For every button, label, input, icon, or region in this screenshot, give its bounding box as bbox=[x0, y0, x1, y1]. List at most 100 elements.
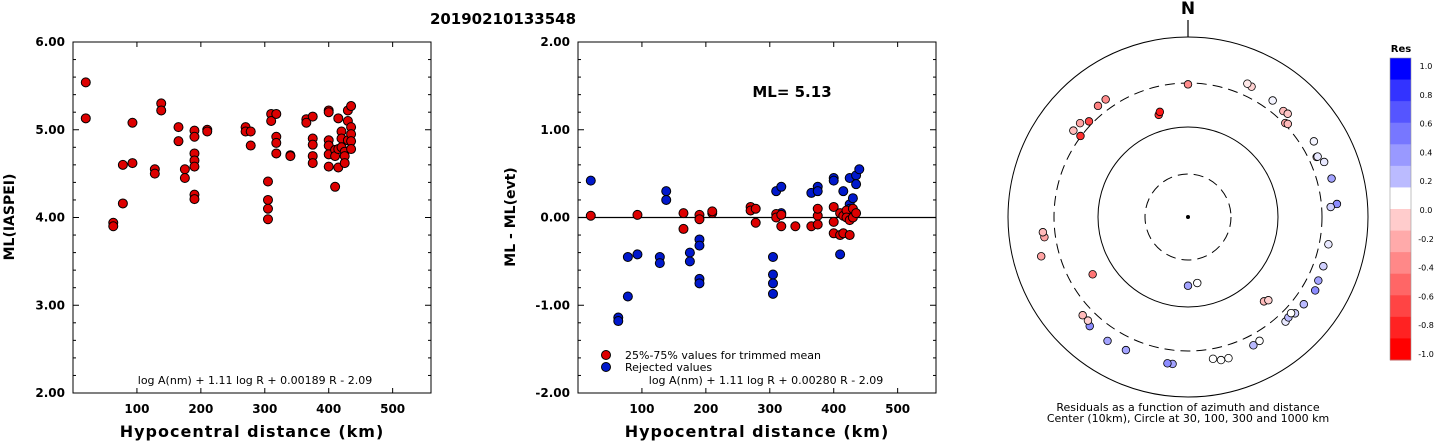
panel1-yticks: 2.00 3.00 4.00 5.00 6.00 bbox=[35, 35, 431, 400]
accepted-residual-point bbox=[678, 223, 689, 234]
rejected-residual-point bbox=[684, 247, 695, 258]
polar-residual-point bbox=[1283, 119, 1293, 129]
accepted-residual-point bbox=[812, 203, 823, 214]
accepted-residual-point bbox=[750, 217, 761, 228]
colorbar-label: -0.2 bbox=[1418, 235, 1434, 244]
polar-residual-point bbox=[1088, 270, 1097, 279]
rejected-residual-point bbox=[694, 278, 705, 289]
ring-100km bbox=[1097, 126, 1279, 308]
rejected-residual-point bbox=[835, 249, 846, 260]
polar-residual-point bbox=[1283, 109, 1292, 118]
rejected-residual-point bbox=[854, 164, 865, 175]
polar-residual-point bbox=[1313, 152, 1322, 161]
panel1-xticks: 100 200 300 400 500 bbox=[124, 42, 405, 416]
panel1-ytick-label: 2.00 bbox=[35, 386, 65, 400]
ml-station-point bbox=[285, 151, 296, 162]
rejected-residual-point bbox=[613, 316, 624, 327]
polar-residual-point bbox=[1319, 157, 1329, 167]
legend-rejected-marker bbox=[601, 362, 611, 372]
polar-residual-point bbox=[1249, 341, 1258, 350]
colorbar-title: Res bbox=[1391, 44, 1411, 55]
panel1-xtick-label: 200 bbox=[188, 402, 213, 416]
colorbar-swatch bbox=[1390, 58, 1411, 81]
rejected-residual-point bbox=[684, 256, 695, 267]
panel1-ytick-label: 4.00 bbox=[35, 211, 65, 225]
accepted-residual-point bbox=[828, 216, 839, 227]
colorbar-label: -0.8 bbox=[1418, 321, 1434, 330]
legend-accepted-label: 25%-75% values for trimmed mean bbox=[625, 349, 821, 362]
accepted-residual-point bbox=[678, 208, 689, 219]
panel1-xlabel: Hypocentral distance (km) bbox=[120, 422, 385, 441]
rejected-residual-point bbox=[622, 291, 633, 302]
ml-station-point bbox=[117, 159, 128, 170]
ml-station-point bbox=[346, 144, 357, 155]
polar-residual-point bbox=[1183, 281, 1193, 290]
ml-station-point bbox=[189, 194, 200, 205]
ml-station-point bbox=[266, 115, 277, 126]
polar-residual-point bbox=[1324, 240, 1333, 249]
polar-residual-point bbox=[1310, 286, 1320, 295]
colorbar: Res 1.0 0.8 0.6 0.4 0.2 0.0 -0.2 -0.4 -0.6 -0.8 -1… bbox=[1389, 44, 1434, 361]
polar-residual-point bbox=[1075, 118, 1085, 128]
rejected-residual-point bbox=[767, 288, 778, 299]
rejected-residual-point bbox=[661, 194, 672, 205]
ml-station-point bbox=[189, 131, 200, 142]
ml-station-point bbox=[271, 148, 282, 159]
ml-station-point bbox=[271, 137, 282, 148]
colorbar-swatches bbox=[1389, 57, 1412, 361]
ml-station-point bbox=[179, 164, 190, 175]
polar-residual-point bbox=[1038, 228, 1048, 237]
polar-residual-point bbox=[1299, 300, 1308, 309]
ml-station-point bbox=[202, 126, 213, 137]
polar-caption-line2: Center (10km), Circle at 30, 100, 300 an… bbox=[1047, 412, 1329, 425]
figure-title: 20190210133548 bbox=[430, 10, 576, 28]
panel2-xlabel: Hypocentral distance (km) bbox=[625, 422, 890, 441]
ml-station-point bbox=[262, 194, 273, 205]
colorbar-label: -1.0 bbox=[1418, 350, 1434, 359]
colorbar-label: 0.4 bbox=[1420, 148, 1433, 157]
panel1-points bbox=[80, 77, 357, 232]
rejected-residual-point bbox=[694, 240, 705, 251]
panel-ml-iaspei: 100 200 300 400 500 2.00 3.00 4.00 5.00 6.00 log… bbox=[2, 35, 432, 441]
accepted-residual-point bbox=[828, 201, 839, 212]
rejected-residual-point bbox=[776, 181, 787, 192]
panel1-xtick-label: 500 bbox=[380, 402, 405, 416]
panel2-ytick-label: 1.00 bbox=[540, 123, 570, 137]
panel2-xtick-label: 200 bbox=[693, 402, 718, 416]
colorbar-swatch bbox=[1390, 187, 1411, 210]
polar-residual-point bbox=[1078, 311, 1087, 320]
rejected-residual-point bbox=[838, 186, 849, 197]
rejected-residual-point bbox=[812, 186, 823, 197]
polar-residual-point bbox=[1103, 336, 1112, 346]
panel1-formula: log A(nm) + 1.11 log R + 0.00189 R - 2.0… bbox=[138, 374, 372, 387]
rejected-residual-point bbox=[828, 175, 839, 186]
ml-station-point bbox=[173, 136, 184, 147]
panel2-xtick-label: 400 bbox=[821, 402, 846, 416]
panel2-xtick-label: 500 bbox=[885, 402, 910, 416]
colorbar-label: 0.2 bbox=[1420, 177, 1433, 186]
colorbar-label: 0.0 bbox=[1420, 206, 1433, 215]
accepted-residual-point bbox=[632, 209, 643, 220]
ring-30km bbox=[1144, 173, 1232, 261]
ml-station-point bbox=[173, 122, 184, 133]
ml-station-point bbox=[301, 117, 312, 128]
ml-station-point bbox=[156, 105, 167, 116]
panel1-ytick-label: 3.00 bbox=[35, 298, 65, 312]
polar-residual-point bbox=[1208, 354, 1218, 364]
panel2-ml-annotation: ML= 5.13 bbox=[752, 83, 831, 101]
polar-residual-point bbox=[1093, 101, 1103, 111]
ml-station-point bbox=[108, 221, 119, 232]
colorbar-labels: 1.0 0.8 0.6 0.4 0.2 0.0 -0.2 -0.4 -0.6 -0.8 -1.0 bbox=[1418, 62, 1434, 359]
polar-residual-point bbox=[1268, 96, 1277, 105]
legend-rejected-label: Rejected values bbox=[625, 361, 712, 374]
colorbar-swatch bbox=[1390, 165, 1411, 188]
panel2-ytick-label: -1.00 bbox=[535, 298, 570, 312]
polar-residual-point bbox=[1224, 353, 1233, 363]
polar-residual-point bbox=[1037, 252, 1046, 261]
panel2-xticks: 100 200 300 400 500 bbox=[629, 42, 910, 416]
accepted-residual-point bbox=[776, 221, 787, 232]
rejected-residual-point bbox=[847, 193, 858, 204]
polar-residual-point bbox=[1286, 308, 1296, 318]
ml-station-point bbox=[127, 117, 138, 128]
rejected-residual-point bbox=[767, 269, 778, 280]
